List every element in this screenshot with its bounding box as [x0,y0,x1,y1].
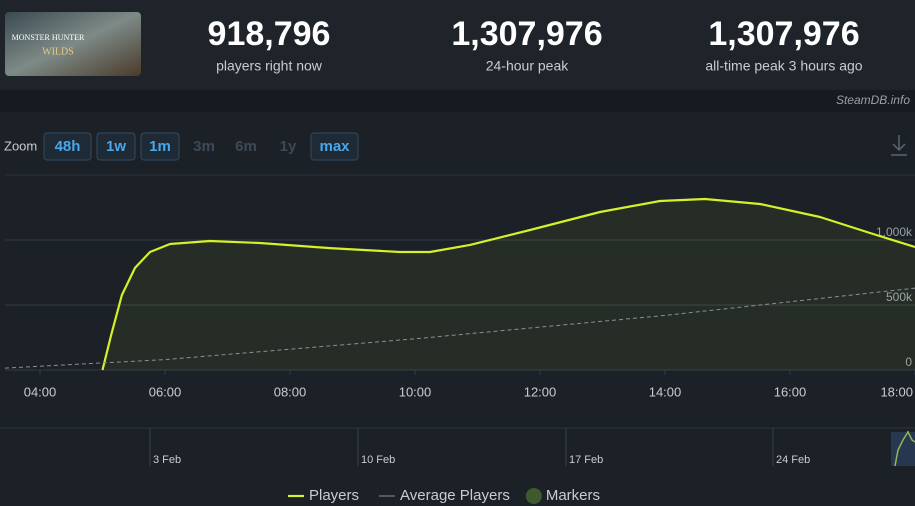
y-tick-label: 0 [905,355,912,369]
header-bg [0,0,915,90]
logo-text: WILDS [42,46,74,57]
x-tick-label: 12:00 [524,384,557,399]
navigator-label: 10 Feb [361,454,395,466]
download-icon[interactable] [891,135,907,156]
credit-strip [0,90,915,112]
stat-label: players right now [216,58,323,74]
zoom-button-label: 6m [235,138,257,155]
zoom-button-label: 3m [193,138,215,155]
zoom-button[interactable] [140,132,180,161]
legend-swatch[interactable] [525,488,542,504]
x-tick-label: 16:00 [774,384,807,399]
navigator [5,428,915,468]
stat-value: 1,307,976 [708,15,859,53]
logo-text: MONSTER HUNTER [12,33,85,42]
legend-label[interactable]: Markers [546,487,600,504]
navigator-label: 3 Feb [153,454,181,466]
x-tick-label: 14:00 [649,384,682,399]
navigator-label: 17 Feb [569,454,603,466]
x-tick-label: 06:00 [149,384,182,399]
series-line [4,287,915,369]
zoom-button-label[interactable]: 1m [149,138,171,155]
y-tick-label: 500k [886,290,913,304]
x-tick-label: 08:00 [274,384,307,399]
zoom-button-label[interactable]: 48h [55,138,81,155]
series-area [102,199,915,370]
zoom-label: Zoom [4,138,37,153]
game-logo[interactable] [5,12,141,76]
credit: SteamDB.info [836,93,910,107]
x-tick-label: 18:00 [880,384,913,399]
stat-label: all-time peak 3 hours ago [705,58,862,74]
zoom-button[interactable] [310,132,359,161]
zoom-button-label[interactable]: max [319,138,350,155]
stat-value: 918,796 [208,15,331,53]
legend-label[interactable]: Players [309,487,359,504]
zoom-button-label[interactable]: 1w [106,138,126,155]
zoom-button[interactable] [96,132,136,161]
navigator-label: 24 Feb [776,454,810,466]
legend-label[interactable]: Average Players [400,487,510,504]
x-tick-label: 10:00 [399,384,432,399]
y-tick-label: 1,000k [876,225,913,239]
x-tick-label: 04:00 [24,384,57,399]
navigator-window[interactable] [891,432,915,466]
zoom-button-label: 1y [280,138,297,155]
stat-value: 1,307,976 [451,15,602,53]
stat-label: 24-hour peak [486,58,570,74]
navigator-line [894,430,915,467]
series-line [101,197,915,371]
zoom-button[interactable] [43,132,92,161]
